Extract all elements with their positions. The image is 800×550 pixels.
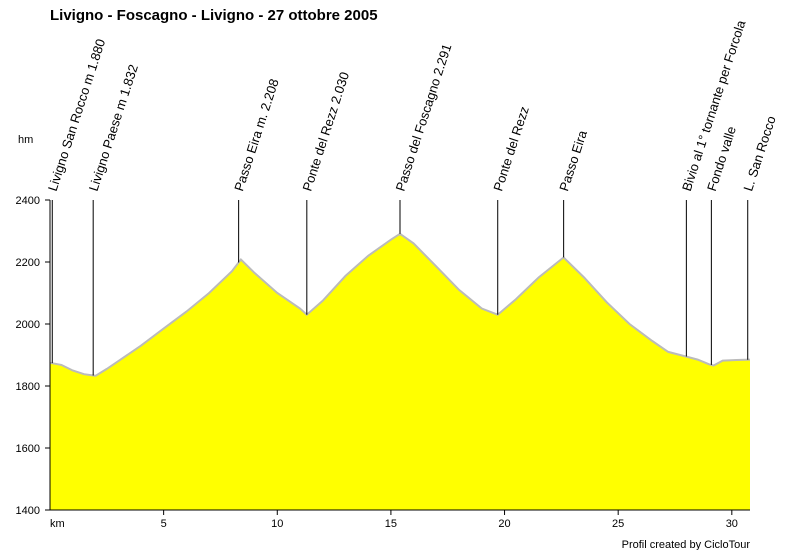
y-tick-label: 2400 [16, 195, 40, 207]
waypoint-label: Ponte del Rezz [490, 104, 532, 192]
waypoint-label: Passo Eira [556, 128, 590, 193]
waypoint-label: Passo Eira m. 2.208 [231, 77, 281, 193]
y-tick-label: 2200 [16, 257, 40, 269]
x-tick-label: 5 [161, 518, 167, 530]
y-tick-label: 1400 [16, 505, 40, 517]
waypoint-label: L. San Rocco [740, 114, 778, 193]
chart-title: Livigno - Foscagno - Livigno - 27 ottobr… [50, 7, 378, 24]
waypoint-label: Passo del Foscagno 2.291 [393, 42, 455, 193]
x-tick-label: 25 [612, 518, 624, 530]
y-tick-label: 1600 [16, 443, 40, 455]
x-tick-label: 10 [271, 518, 283, 530]
x-tick-label: 30 [726, 518, 738, 530]
profile-area [50, 233, 750, 511]
waypoint-label: Ponte del Rezz 2.030 [299, 70, 352, 193]
y-tick-label: 2000 [16, 319, 40, 331]
y-tick-label: 1800 [16, 381, 40, 393]
credit-text: Profil created by CicloTour [622, 539, 751, 550]
x-tick-label: 15 [385, 518, 397, 530]
y-axis-label: hm [18, 134, 33, 146]
profile-line [49, 232, 751, 377]
x-tick-label: 20 [498, 518, 510, 530]
x-axis-label: km [50, 518, 65, 530]
